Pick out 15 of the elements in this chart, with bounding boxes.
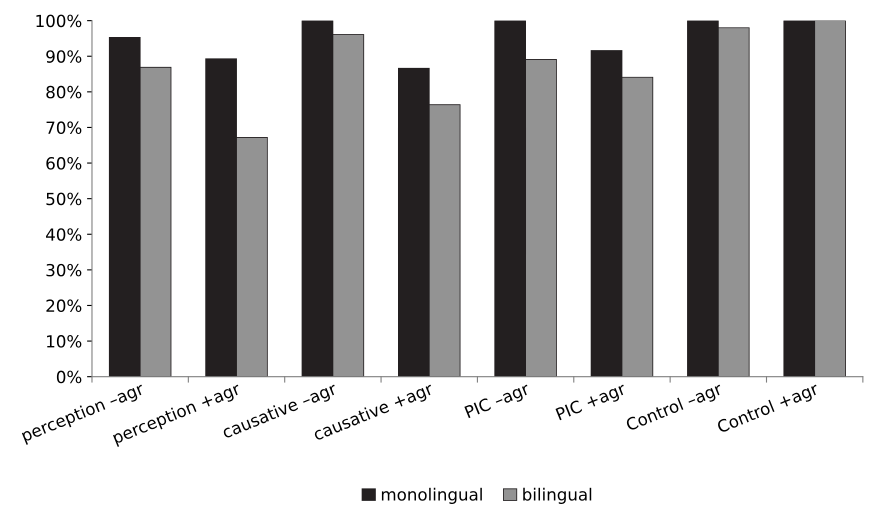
y-tick-label: 20% (46, 299, 82, 312)
y-tick-label: 0% (56, 370, 82, 384)
x-tick-label: PIC –agr (464, 382, 532, 422)
legend-label: bilingual (523, 488, 592, 504)
y-tick-label: 80% (46, 86, 82, 98)
y-tick-label: 70% (46, 121, 82, 134)
legend-label: monolingual (382, 488, 482, 504)
y-tick-label: 40% (46, 228, 82, 241)
y-tick-label: 100% (36, 14, 82, 28)
x-tick-label: PIC +agr (555, 382, 628, 424)
y-tick-label: 90% (46, 50, 82, 63)
y-tick-label: 50% (46, 192, 82, 206)
y-tick-label: 30% (46, 264, 82, 276)
y-tick-label: 60% (46, 157, 82, 170)
y-tick-label: 10% (47, 335, 82, 348)
